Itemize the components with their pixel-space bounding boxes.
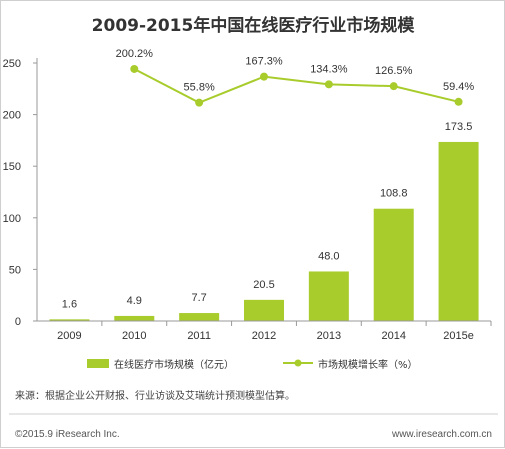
growth-marker xyxy=(195,98,204,107)
growth-marker xyxy=(389,82,398,91)
growth-label: 167.3% xyxy=(245,56,283,68)
x-tick-label: 2015e xyxy=(443,330,474,342)
growth-label: 134.3% xyxy=(310,63,348,75)
y-tick-label: 0 xyxy=(15,316,21,328)
x-tick-label: 2010 xyxy=(122,330,146,342)
chart-title: 2009-2015年中国在线医疗行业市场规模 xyxy=(92,15,416,36)
bar xyxy=(49,319,90,321)
bar-value-label: 1.6 xyxy=(62,298,77,310)
bar-value-label: 48.0 xyxy=(318,250,339,262)
bar xyxy=(438,141,479,321)
growth-label: 55.8% xyxy=(184,82,215,94)
bar xyxy=(244,299,284,321)
bar-value-label: 4.9 xyxy=(127,295,142,307)
footer-website: www.iresearch.com.cn xyxy=(391,429,492,440)
x-tick-label: 2009 xyxy=(57,330,81,342)
legend-line-label: 市场规模增长率（%） xyxy=(318,358,418,371)
y-tick-label: 150 xyxy=(3,161,21,173)
bar-series xyxy=(49,141,479,321)
x-tick-label: 2013 xyxy=(317,330,341,342)
legend-bar-label: 在线医疗市场规模（亿元） xyxy=(114,358,234,371)
y-tick-label: 100 xyxy=(3,213,21,225)
x-tick-label: 2014 xyxy=(381,330,405,342)
bar xyxy=(179,313,220,321)
bar xyxy=(114,315,155,321)
x-tick-label: 2011 xyxy=(187,330,211,342)
y-axis: 0 50 100 150 200 250 xyxy=(3,58,38,328)
bar-value-label: 173.5 xyxy=(445,121,473,133)
growth-marker xyxy=(454,97,463,106)
bar-value-label: 7.7 xyxy=(191,292,206,304)
growth-label: 59.4% xyxy=(443,81,474,93)
bar-value-label: 20.5 xyxy=(253,279,274,291)
growth-marker xyxy=(260,72,268,81)
legend-bar-swatch xyxy=(87,359,109,368)
bar xyxy=(308,271,349,321)
y-tick-label: 200 xyxy=(3,110,21,122)
y-tick-label: 250 xyxy=(3,58,21,70)
growth-line xyxy=(133,68,459,104)
growth-marker xyxy=(130,64,139,73)
x-tick-label: 2012 xyxy=(252,330,276,342)
legend-line-marker xyxy=(294,359,302,367)
bar-value-labels: 1.6 4.9 7.7 20.5 48.0 108.8 173.5 xyxy=(62,121,473,310)
growth-label: 126.5% xyxy=(375,65,413,77)
bar-value-label: 108.8 xyxy=(380,188,408,200)
y-tick-label: 50 xyxy=(9,264,21,276)
growth-label: 200.2% xyxy=(116,48,154,60)
growth-line-series: 200.2% 55.8% 167.3% 134.3% 126.5% 59.4% xyxy=(116,48,474,107)
x-axis: 2009 2010 2011 2012 2013 2014 2015e xyxy=(37,320,492,342)
bar xyxy=(373,208,414,321)
legend: 在线医疗市场规模（亿元） 市场规模增长率（%） xyxy=(87,358,418,371)
source-note: 来源：根据企业公开财报、行业访谈及艾瑞统计预测模型估算。 xyxy=(15,389,295,402)
footer-copyright: ©2015.9 iResearch Inc. xyxy=(15,429,120,440)
growth-marker xyxy=(324,80,333,89)
